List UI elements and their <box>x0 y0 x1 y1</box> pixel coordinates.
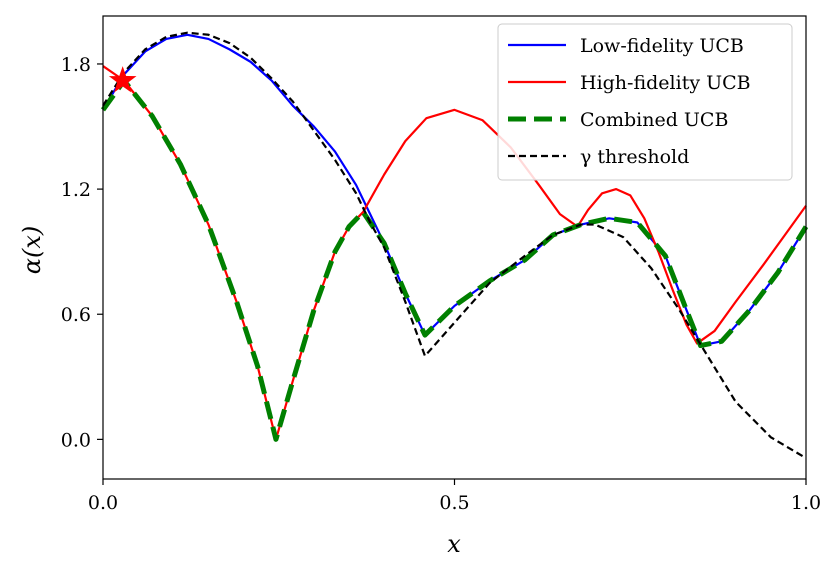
marker-layer <box>108 66 137 93</box>
x-tick-label: 0.5 <box>439 492 469 514</box>
legend-label-combined-ucb: Combined UCB <box>580 109 728 131</box>
legend: Low-fidelity UCB High-fidelity UCB Combine… <box>497 23 793 181</box>
legend-label-low-fidelity-ucb: Low-fidelity UCB <box>580 35 744 57</box>
series-line-threshold <box>102 31 807 460</box>
y-axis-ticks: 0.0 0.6 1.2 1.8 <box>61 54 103 451</box>
series-line-combined-ucb <box>100 78 809 442</box>
legend-frame <box>497 23 793 181</box>
x-axis-ticks: 0.0 0.5 1.0 <box>88 479 821 514</box>
x-tick-label: 0.0 <box>88 492 118 514</box>
y-tick-label: 0.6 <box>61 304 91 326</box>
x-axis-label: x <box>447 530 461 558</box>
legend-entries: Low-fidelity UCB High-fidelity UCB Combine… <box>508 35 751 168</box>
y-axis-label: α(x) <box>18 226 46 274</box>
x-tick-label: 1.0 <box>791 492 821 514</box>
star-marker <box>108 66 137 93</box>
y-tick-label: 0.0 <box>61 429 91 451</box>
legend-label-threshold: γ threshold <box>580 146 689 168</box>
y-tick-label: 1.2 <box>61 179 91 201</box>
series-layer <box>100 31 809 460</box>
legend-label-high-fidelity-ucb: High-fidelity UCB <box>580 72 751 94</box>
y-tick-label: 1.8 <box>61 54 91 76</box>
